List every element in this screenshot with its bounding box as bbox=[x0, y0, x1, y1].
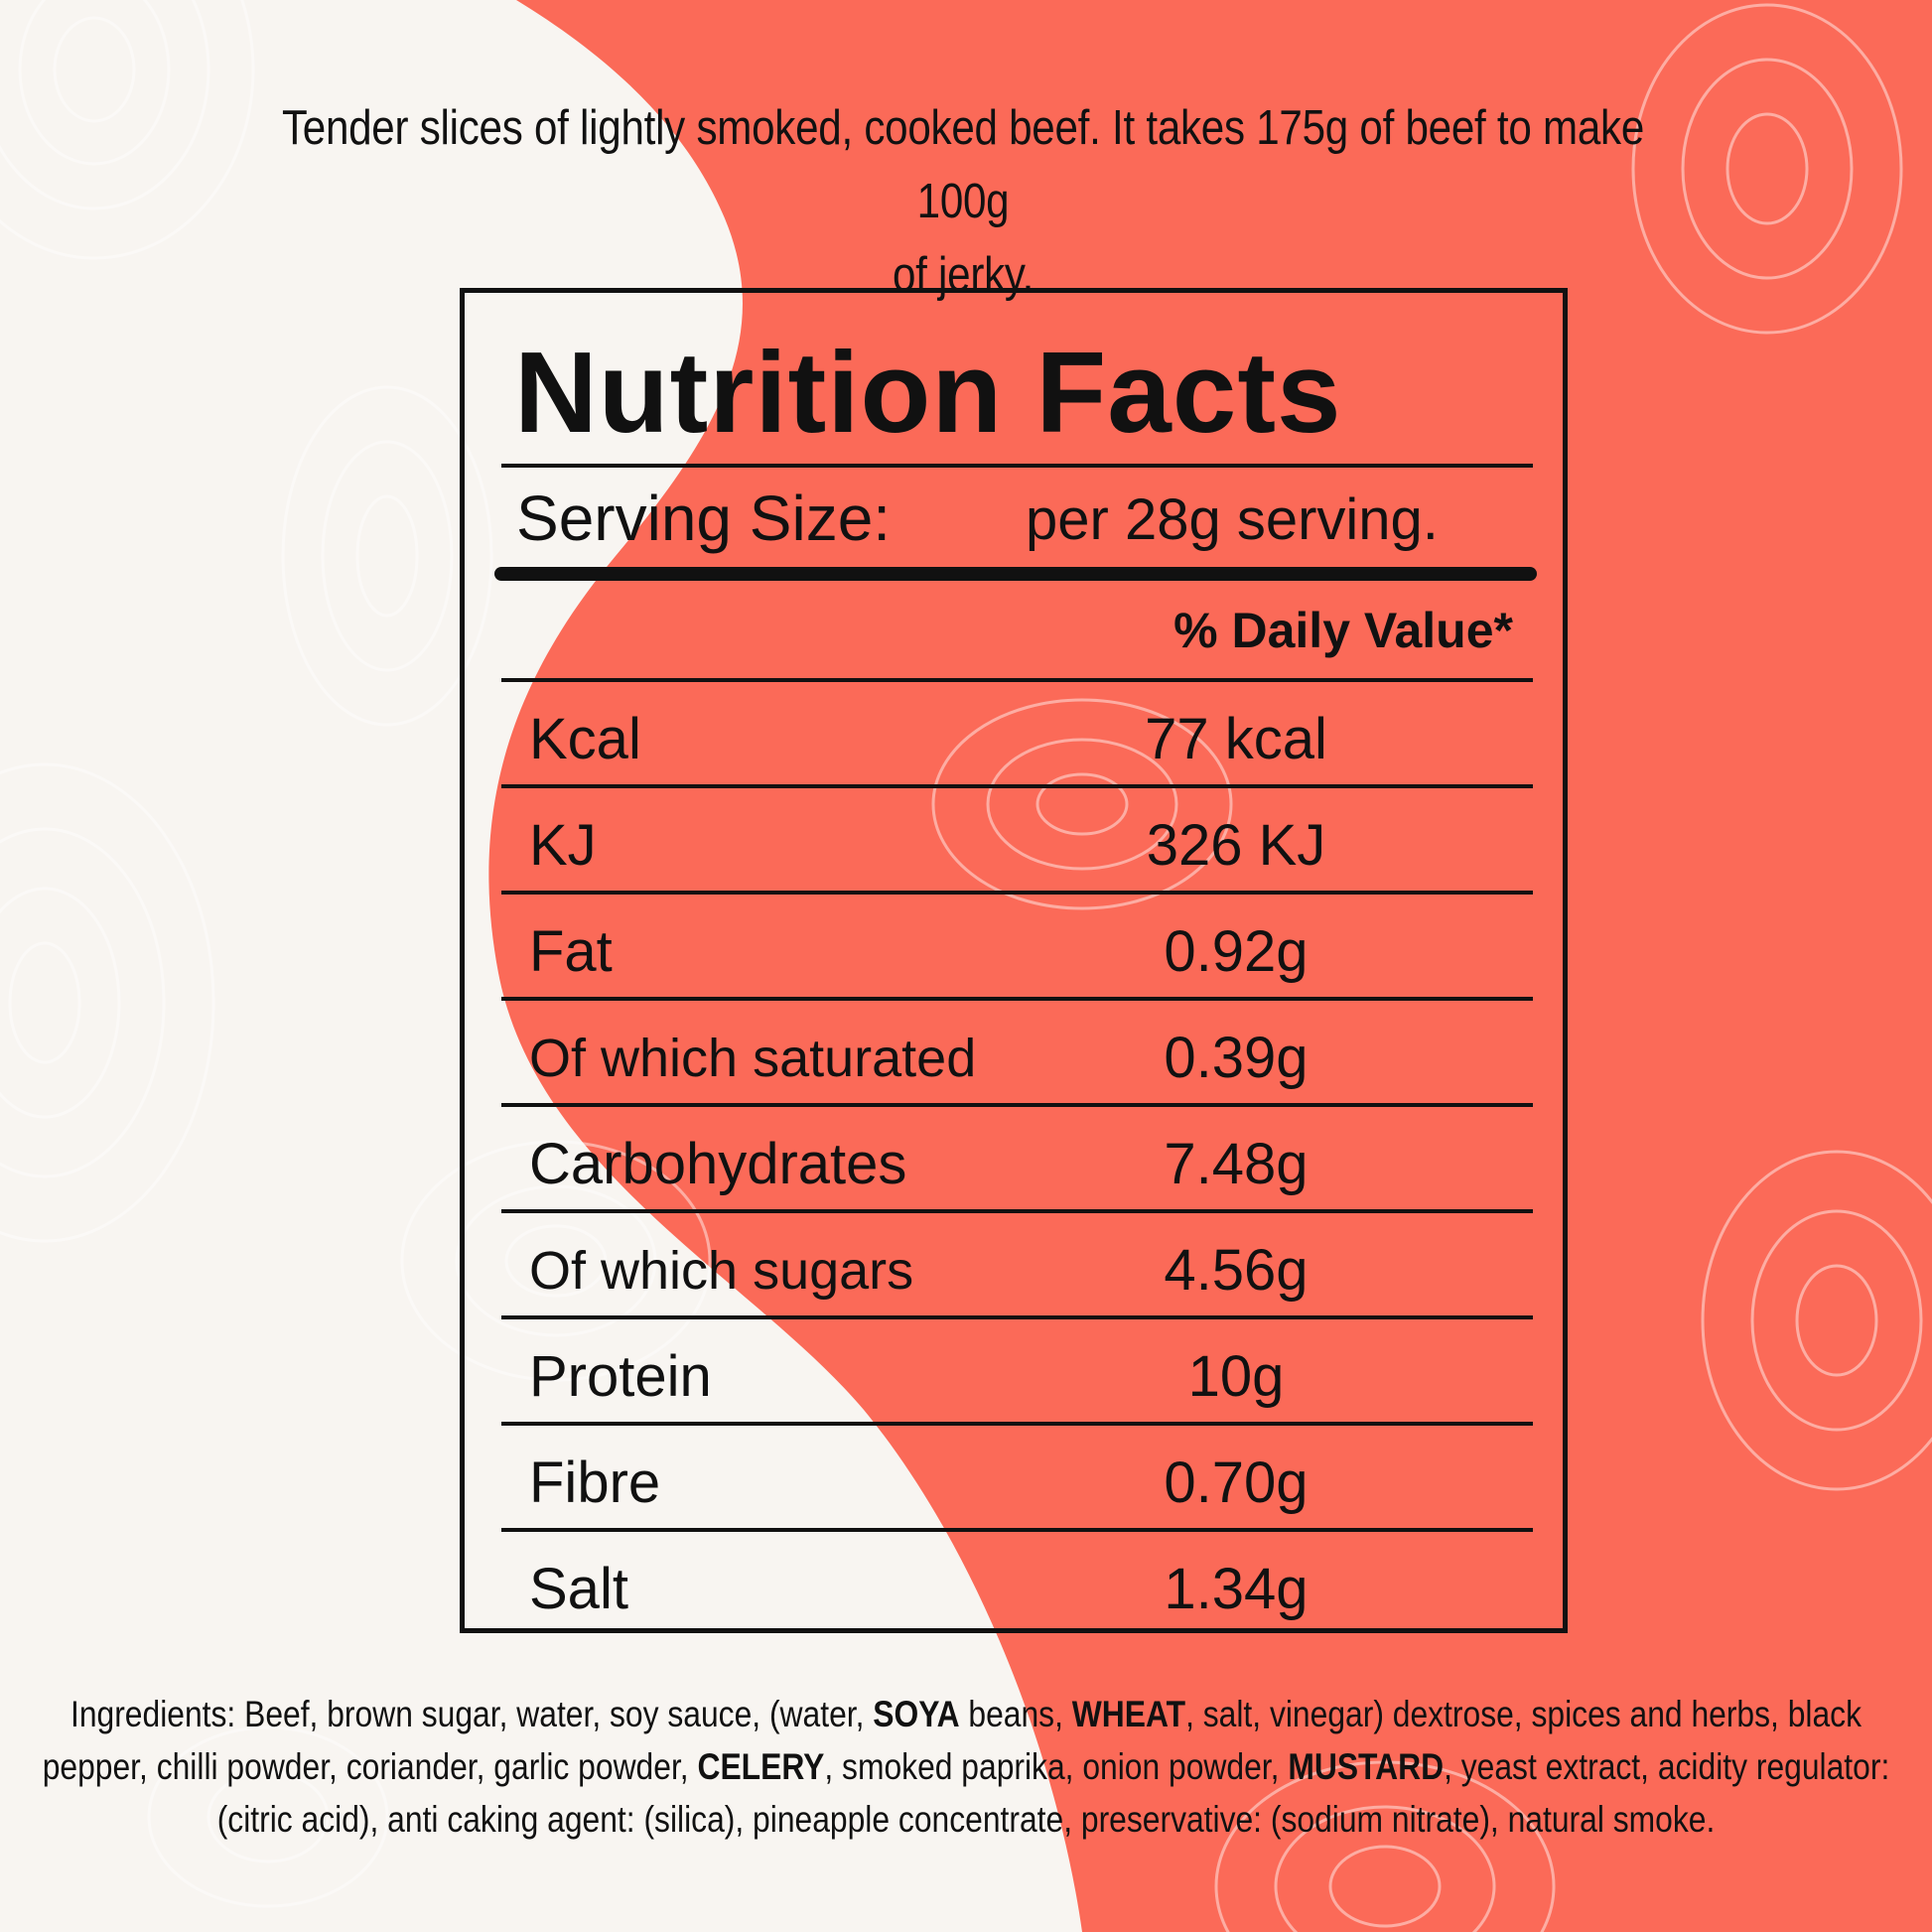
nutrient-row: Fibre 0.70g bbox=[501, 1426, 1533, 1532]
nutrient-value: 10g bbox=[1187, 1344, 1285, 1409]
nutrient-value: 0.39g bbox=[1164, 1026, 1309, 1090]
nutrient-row: Kcal 77 kcal bbox=[501, 682, 1533, 788]
nutrient-name: KJ bbox=[529, 813, 597, 878]
row-divider bbox=[501, 891, 1533, 895]
row-divider bbox=[501, 784, 1533, 788]
allergen-soya: SOYA bbox=[873, 1694, 960, 1734]
row-divider bbox=[501, 1209, 1533, 1213]
nutrient-value: 4.56g bbox=[1164, 1238, 1309, 1303]
nutrient-name: Protein bbox=[529, 1344, 712, 1409]
product-description: Tender slices of lightly smoked, cooked … bbox=[263, 91, 1663, 312]
allergen-wheat: WHEAT bbox=[1071, 1694, 1186, 1734]
nutrient-name: Of which saturated bbox=[529, 1029, 977, 1088]
background-red-wave bbox=[488, 0, 1932, 1932]
nutrition-facts-label: Nutrition Facts Serving Size: per 28g se… bbox=[460, 288, 1568, 1633]
ingredients-part: , smoked paprika, onion powder, bbox=[824, 1746, 1289, 1787]
nutrient-value: 0.70g bbox=[1164, 1450, 1309, 1515]
nutrient-row: Fat 0.92g bbox=[501, 895, 1533, 1001]
row-divider bbox=[501, 997, 1533, 1001]
allergen-celery: CELERY bbox=[697, 1746, 825, 1787]
nutrient-value: 7.48g bbox=[1164, 1132, 1309, 1196]
ingredients-paragraph: Ingredients: Beef, brown sugar, water, s… bbox=[40, 1688, 1892, 1846]
label-title: Nutrition Facts bbox=[514, 328, 1342, 457]
nutrient-row: Of which saturated 0.39g bbox=[501, 1001, 1533, 1107]
description-line-1: Tender slices of lightly smoked, cooked … bbox=[281, 101, 1645, 228]
nutrient-value: 1.34g bbox=[1164, 1557, 1309, 1621]
header-divider bbox=[501, 678, 1533, 682]
ingredients-part: , salt, vinegar) dextrose, spices and he… bbox=[42, 1694, 1863, 1787]
ingredients-text: Ingredients: Beef, brown sugar, water, s… bbox=[40, 1688, 1892, 1846]
row-divider bbox=[501, 1422, 1533, 1426]
description-line-2: of jerky. bbox=[892, 248, 1035, 302]
nutrient-value: 0.92g bbox=[1164, 919, 1309, 984]
nutrient-value: 326 KJ bbox=[1146, 813, 1326, 878]
nutrient-name: Fat bbox=[529, 919, 613, 984]
nutrient-row: Protein 10g bbox=[501, 1319, 1533, 1426]
nutrient-value: 77 kcal bbox=[1145, 707, 1327, 771]
nutrient-name: Of which sugars bbox=[529, 1241, 914, 1301]
daily-value-header: % Daily Value* bbox=[1173, 603, 1513, 658]
nutrient-name: Carbohydrates bbox=[529, 1132, 907, 1196]
serving-size-value: per 28g serving. bbox=[1026, 487, 1439, 552]
nutrient-name: Kcal bbox=[529, 707, 641, 771]
nutrient-row: KJ 326 KJ bbox=[501, 788, 1533, 895]
ingredients-part: Ingredients: Beef, brown sugar, water, s… bbox=[69, 1694, 874, 1734]
row-divider bbox=[501, 1528, 1533, 1532]
nutrient-name: Salt bbox=[529, 1557, 628, 1621]
ingredients-part: beans, bbox=[959, 1694, 1072, 1734]
row-divider bbox=[501, 1315, 1533, 1319]
nutrient-name: Fibre bbox=[529, 1450, 661, 1515]
ingredients-part: , yeast extract, acidity regulator: (cit… bbox=[216, 1746, 1890, 1840]
row-divider bbox=[501, 1103, 1533, 1107]
allergen-mustard: MUSTARD bbox=[1288, 1746, 1445, 1787]
title-divider bbox=[501, 464, 1533, 468]
nutrient-row: Of which sugars 4.56g bbox=[501, 1213, 1533, 1319]
serving-size-label: Serving Size: bbox=[516, 483, 892, 554]
serving-divider bbox=[494, 567, 1537, 581]
nutrient-row: Carbohydrates 7.48g bbox=[501, 1107, 1533, 1213]
nutrient-row: Salt 1.34g bbox=[501, 1532, 1533, 1638]
